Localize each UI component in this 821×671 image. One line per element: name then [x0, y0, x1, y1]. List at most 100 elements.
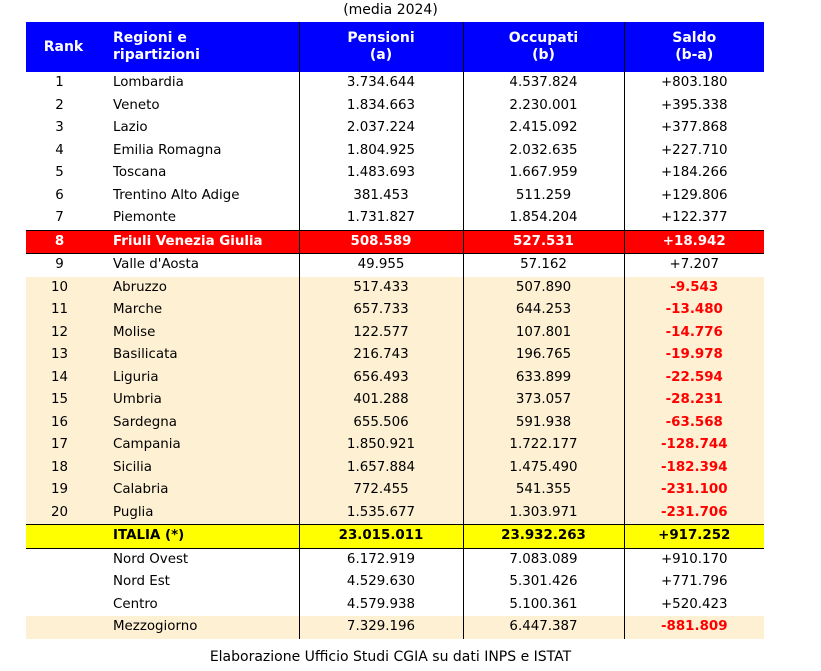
cell-balance: +227.710 — [623, 139, 764, 162]
cell-employed: 107.801 — [462, 321, 624, 344]
cell-pensions: 772.455 — [298, 479, 463, 502]
cell-pensions: 4.579.938 — [298, 593, 463, 616]
cell-pensions: 6.172.919 — [298, 548, 463, 571]
cell-rank: 12 — [26, 321, 101, 344]
cell-region: Friuli Venezia Giulia — [101, 229, 299, 254]
cell-rank: 6 — [55, 187, 64, 203]
cell-balance: -14.776 — [623, 321, 764, 344]
cell-region: Toscana — [113, 165, 167, 180]
cell-pensions: 1.834.663 — [298, 94, 463, 117]
table-row: 7 Piemonte 1.731.827 1.854.204 +122.377 — [26, 207, 764, 230]
cell-employed: 4.537.824 — [462, 72, 624, 95]
cell-balance: -22.594 — [623, 366, 764, 389]
cell-pensions: 655.506 — [298, 411, 463, 434]
cell-pensions: 23.015.011 — [298, 524, 463, 549]
cell-employed: 2.032.635 — [462, 139, 624, 162]
cell-pensions: 2.037.224 — [298, 117, 463, 140]
cell-balance: +377.868 — [623, 117, 764, 140]
cell-pensions: 4.529.630 — [298, 571, 463, 594]
cell-balance: +771.796 — [623, 571, 764, 594]
cell-employed: 7.083.089 — [462, 548, 624, 571]
cell-region: Mezzogiorno — [101, 616, 299, 639]
cell-rank: 4 — [55, 142, 64, 158]
cell-employed: 507.890 — [462, 276, 624, 299]
cell-rank: 19 — [26, 479, 101, 502]
cell-rank: 2 — [55, 97, 64, 113]
table-body: 1 Lombardia 3.734.644 4.537.824 +803.180 2 Ven… — [26, 72, 764, 639]
cell-pensions: 381.453 — [298, 184, 463, 207]
cell-region: Campania — [101, 434, 299, 457]
pensions-vs-employed-table: Rank Regioni e ripartizioni Pensioni (a) O… — [26, 22, 764, 639]
cell-balance: +122.377 — [623, 207, 764, 230]
cell-balance: +7.207 — [623, 253, 764, 277]
table-row: 11 Marche 657.733 644.253 -13.480 — [26, 299, 764, 322]
cell-employed: 591.938 — [462, 411, 624, 434]
cell-region: Molise — [101, 321, 299, 344]
cell-rank: 20 — [26, 501, 101, 525]
cell-rank: 15 — [26, 389, 101, 412]
cell-rank — [26, 594, 101, 617]
cell-region: Lombardia — [113, 75, 184, 90]
cell-balance: +184.266 — [623, 162, 764, 185]
cell-balance: +129.806 — [623, 184, 764, 207]
cell-pensions: 657.733 — [298, 299, 463, 322]
table-row-area: Nord Ovest 6.172.919 7.083.089 +910.170 — [26, 548, 764, 571]
table-row: 20 Puglia 1.535.677 1.303.971 -231.706 — [26, 501, 764, 525]
cell-balance: +520.423 — [623, 593, 764, 616]
cell-employed: 2.415.092 — [462, 117, 624, 140]
cell-pensions: 656.493 — [298, 366, 463, 389]
table-row: 10 Abruzzo 517.433 507.890 -9.543 — [26, 276, 764, 299]
cell-pensions: 1.804.925 — [298, 139, 463, 162]
cell-region: ITALIA (*) — [101, 524, 299, 549]
cell-rank — [26, 571, 101, 594]
cell-pensions: 508.589 — [298, 229, 463, 254]
cell-pensions: 517.433 — [298, 276, 463, 299]
table-row: 1 Lombardia 3.734.644 4.537.824 +803.180 — [26, 72, 764, 95]
cell-employed: 2.230.001 — [462, 94, 624, 117]
cell-rank: 10 — [26, 276, 101, 299]
cell-pensions: 1.731.827 — [298, 207, 463, 230]
cell-pensions: 401.288 — [298, 389, 463, 412]
table-row: 5 Toscana 1.483.693 1.667.959 +184.266 — [26, 162, 764, 185]
cell-pensions: 122.577 — [298, 321, 463, 344]
table-header: Rank Regioni e ripartizioni Pensioni (a) O… — [26, 22, 764, 72]
cell-region: Basilicata — [101, 344, 299, 367]
header-rank: Rank — [26, 22, 101, 72]
cell-pensions: 1.657.884 — [298, 456, 463, 479]
cell-employed: 633.899 — [462, 366, 624, 389]
cell-employed: 5.100.361 — [462, 593, 624, 616]
table-row-total: ITALIA (*) 23.015.011 23.932.263 +917.252 — [26, 524, 764, 549]
cell-rank: 3 — [55, 120, 64, 135]
table-row: 14 Liguria 656.493 633.899 -22.594 — [26, 366, 764, 389]
header-employed: Occupati (b) — [462, 22, 624, 72]
cell-rank — [26, 548, 101, 571]
cell-pensions: 3.734.644 — [298, 72, 463, 95]
cell-rank — [26, 524, 101, 549]
cell-balance: -231.706 — [623, 501, 764, 525]
cell-region: Nord Ovest — [113, 551, 189, 567]
cell-balance: -19.978 — [623, 344, 764, 367]
cell-rank: 18 — [26, 456, 101, 479]
cell-region: Nord Est — [113, 574, 170, 589]
cell-region: Emilia Romagna — [113, 142, 222, 158]
cell-pensions: 7.329.196 — [298, 616, 463, 639]
cell-region: Veneto — [113, 97, 160, 113]
cell-employed: 23.932.263 — [462, 524, 624, 549]
table-row: 17 Campania 1.850.921 1.722.177 -128.744 — [26, 434, 764, 457]
table-row: 19 Calabria 772.455 541.355 -231.100 — [26, 479, 764, 502]
cell-balance: -13.480 — [623, 299, 764, 322]
cell-rank: 5 — [55, 165, 64, 180]
cell-rank — [26, 616, 101, 639]
cell-balance: +803.180 — [623, 72, 764, 95]
cell-balance: -9.543 — [623, 276, 764, 299]
table-row-highlighted: 8 Friuli Venezia Giulia 508.589 527.531 +18.… — [26, 229, 764, 254]
cell-employed: 57.162 — [462, 253, 624, 277]
cell-region: Umbria — [101, 389, 299, 412]
cell-employed: 1.475.490 — [462, 456, 624, 479]
table-row: 15 Umbria 401.288 373.057 -28.231 — [26, 389, 764, 412]
table-row: 12 Molise 122.577 107.801 -14.776 — [26, 321, 764, 344]
cell-balance: -231.100 — [623, 479, 764, 502]
cell-employed: 527.531 — [462, 229, 624, 254]
cell-employed: 196.765 — [462, 344, 624, 367]
table-row: 9 Valle d'Aosta 49.955 57.162 +7.207 — [26, 253, 764, 277]
